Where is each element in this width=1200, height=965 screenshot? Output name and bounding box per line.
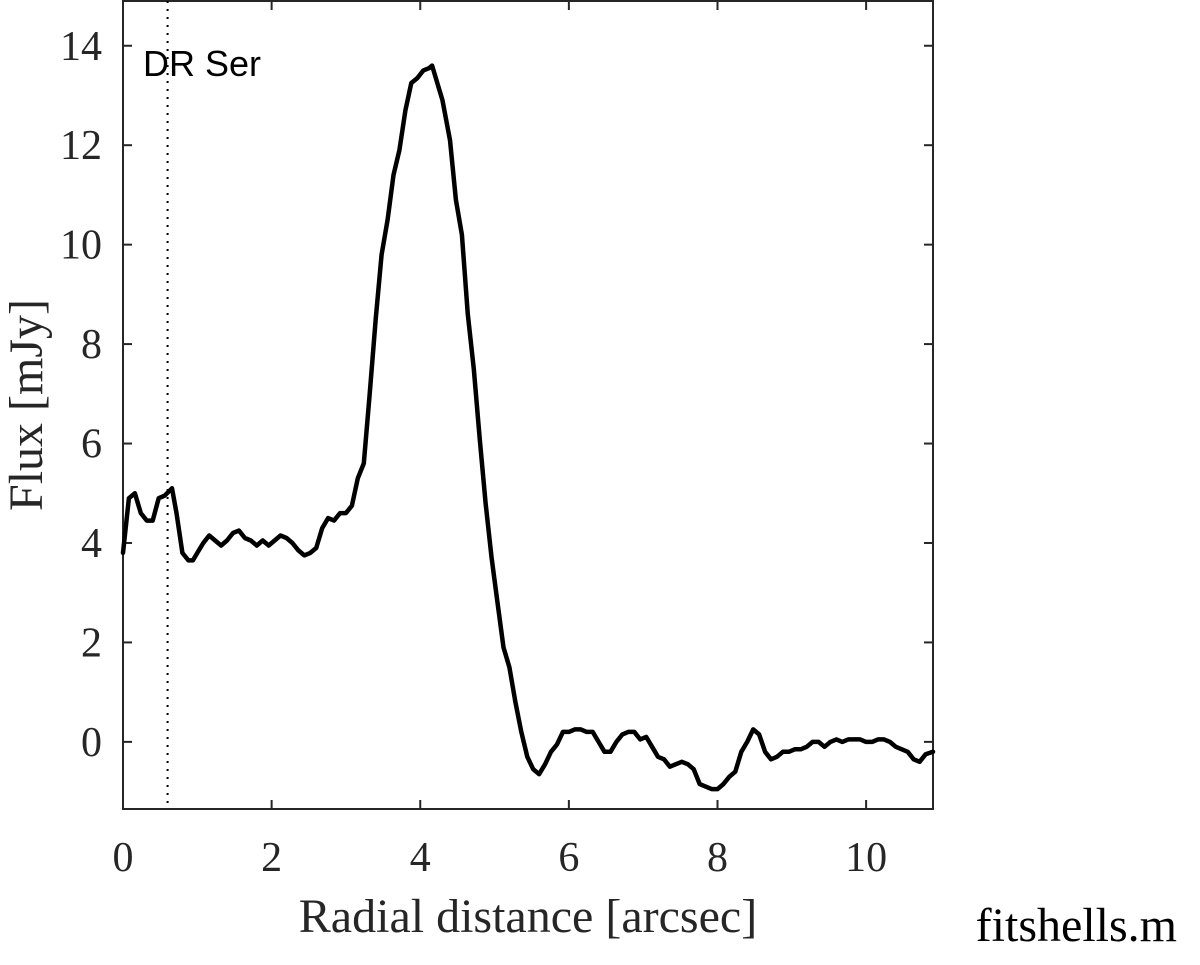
y-axis-label: Flux [mJy] (0, 299, 53, 511)
flux-series-line (120, 63, 936, 792)
script-filename: fitshells.m (976, 899, 1177, 952)
x-tick-label-8: 8 (707, 835, 728, 881)
y-tick-label-12: 12 (60, 123, 102, 169)
y-axis-ticks: 0 2 4 6 8 10 12 14 (60, 24, 933, 766)
x-tick-label-2: 2 (261, 835, 282, 881)
y-tick-label-4: 4 (81, 521, 102, 567)
y-tick-label-10: 10 (60, 223, 102, 269)
y-tick-label-14: 14 (60, 24, 102, 70)
y-tick-label-2: 2 (81, 620, 102, 666)
y-tick-label-8: 8 (81, 322, 102, 368)
plot-area: 0 2 4 6 8 10 0 2 4 6 8 10 12 14 DR Ser (60, 0, 936, 881)
x-tick-label-4: 4 (410, 835, 431, 881)
x-tick-label-10: 10 (845, 835, 887, 881)
x-tick-label-6: 6 (558, 835, 579, 881)
y-tick-label-6: 6 (81, 422, 102, 468)
x-axis-label: Radial distance [arcsec] (299, 890, 757, 943)
y-tick-label-0: 0 (81, 720, 102, 766)
x-tick-label-0: 0 (113, 835, 134, 881)
x-axis-ticks: 0 2 4 6 8 10 (113, 1, 887, 881)
axes-box (122, 0, 934, 810)
dr-ser-annotation: DR Ser (143, 43, 261, 84)
